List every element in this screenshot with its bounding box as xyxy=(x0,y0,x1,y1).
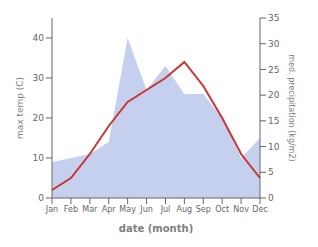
svg-text:Oct: Oct xyxy=(215,205,229,214)
svg-text:40: 40 xyxy=(33,33,45,43)
svg-text:Dec: Dec xyxy=(252,205,267,214)
svg-text:Jun: Jun xyxy=(139,205,153,214)
svg-text:10: 10 xyxy=(268,142,280,152)
svg-text:Jan: Jan xyxy=(45,205,58,214)
svg-text:Apr: Apr xyxy=(102,205,117,214)
svg-text:0: 0 xyxy=(38,193,44,203)
svg-text:5: 5 xyxy=(268,167,274,177)
svg-text:0: 0 xyxy=(268,193,274,203)
svg-text:20: 20 xyxy=(33,113,45,123)
svg-text:25: 25 xyxy=(268,65,279,75)
svg-text:35: 35 xyxy=(268,13,279,23)
svg-text:30: 30 xyxy=(268,39,280,49)
svg-text:Aug: Aug xyxy=(177,205,193,214)
svg-text:Mar: Mar xyxy=(82,205,98,214)
svg-text:Feb: Feb xyxy=(64,205,78,214)
svg-text:date (month): date (month) xyxy=(119,223,193,234)
svg-text:20: 20 xyxy=(268,90,280,100)
svg-text:max temp (C): max temp (C) xyxy=(15,77,25,139)
svg-text:Jul: Jul xyxy=(160,205,171,214)
svg-text:30: 30 xyxy=(33,73,45,83)
svg-text:10: 10 xyxy=(33,153,45,163)
svg-text:Nov: Nov xyxy=(233,205,249,214)
svg-text:15: 15 xyxy=(268,116,279,126)
svg-text:Sep: Sep xyxy=(196,205,211,214)
svg-text:med. precipitation (kg/m2): med. precipitation (kg/m2) xyxy=(287,54,296,161)
svg-text:May: May xyxy=(119,205,136,214)
